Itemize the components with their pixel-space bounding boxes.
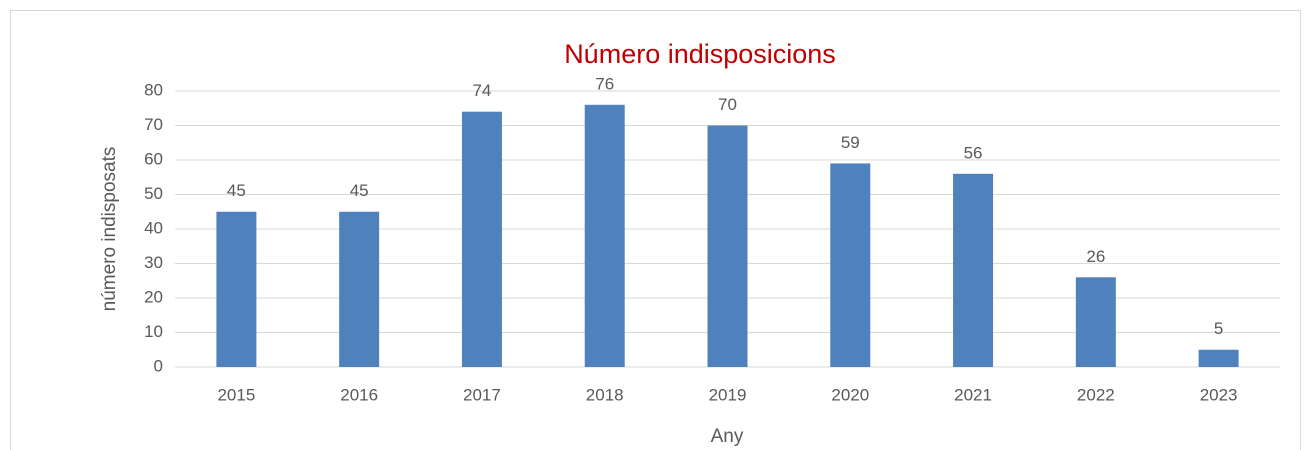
- y-tick-label: 10: [144, 322, 163, 341]
- data-label: 26: [1086, 247, 1105, 266]
- bar: [461, 111, 502, 367]
- x-tick-label: 2017: [463, 385, 501, 404]
- x-tick-label: 2016: [340, 385, 378, 404]
- x-tick-label: 2022: [1077, 385, 1115, 404]
- bar: [584, 104, 625, 368]
- bar: [707, 125, 748, 367]
- bar: [1198, 349, 1239, 367]
- x-tick-label: 2018: [586, 385, 624, 404]
- y-tick-label: 30: [144, 253, 163, 272]
- chart-title: Número indisposicions: [564, 39, 836, 69]
- x-tick-label: 2019: [709, 385, 747, 404]
- y-tick-label: 40: [144, 218, 163, 237]
- data-label: 45: [227, 181, 246, 200]
- bar: [339, 211, 380, 367]
- x-axis-label: Any: [711, 426, 744, 447]
- bar: [830, 163, 871, 367]
- data-label: 45: [350, 181, 369, 200]
- data-label: 56: [964, 143, 983, 162]
- y-tick-label: 70: [144, 115, 163, 134]
- bar: [953, 173, 994, 367]
- y-axis-label: número indisposats: [99, 147, 120, 312]
- data-label: 5: [1214, 319, 1223, 338]
- y-tick-label: 60: [144, 149, 163, 168]
- bar: [1075, 277, 1116, 367]
- x-tick-label: 2020: [831, 385, 869, 404]
- y-tick-label: 80: [144, 80, 163, 99]
- x-tick-label: 2015: [217, 385, 255, 404]
- data-label: 59: [841, 133, 860, 152]
- data-label: 76: [595, 74, 614, 93]
- y-tick-label: 50: [144, 184, 163, 203]
- data-label: 70: [718, 95, 737, 114]
- data-label: 74: [472, 81, 491, 100]
- y-tick-label: 0: [154, 356, 163, 375]
- chart-border: [10, 10, 1301, 450]
- x-tick-label: 2023: [1200, 385, 1238, 404]
- x-tick-label: 2021: [954, 385, 992, 404]
- y-tick-label: 20: [144, 287, 163, 306]
- bar: [216, 211, 257, 367]
